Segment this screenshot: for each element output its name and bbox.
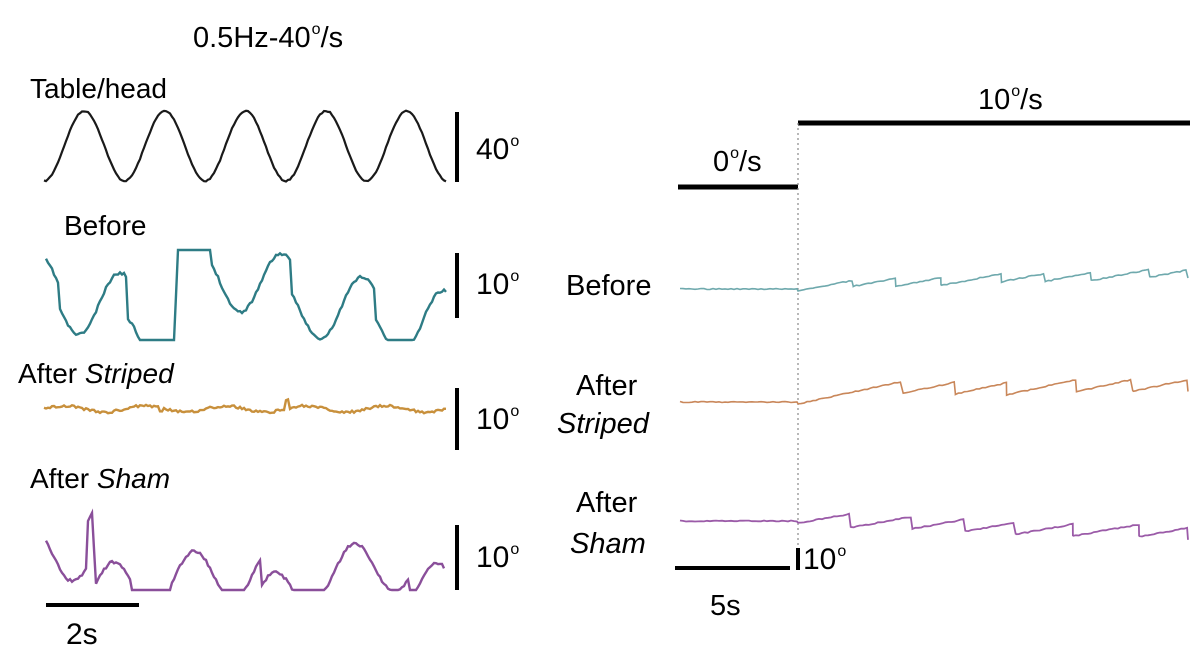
scale-label-text: 40o <box>476 133 520 166</box>
trace-after-striped-right <box>679 378 1189 405</box>
scale-label-table-head: 40o <box>476 133 520 166</box>
scale-label-text: 10o <box>476 268 520 301</box>
left-panel-title-text: 0.5Hz-40o/s <box>193 21 344 54</box>
trace-before-right <box>679 268 1189 292</box>
trace-after-striped-left <box>43 397 447 415</box>
scale-label-before-left: 10o <box>476 268 520 301</box>
left-panel-title: 0.5Hz-40o/s <box>193 21 344 54</box>
right-amplitude-scale-label: 10o <box>803 543 847 576</box>
left-time-scale-label: 2s <box>66 618 98 651</box>
scale-label-after-striped-left: 10o <box>476 403 520 436</box>
right-time-scale-label: 5s <box>710 590 741 622</box>
series-label-after-striped-left: After Striped <box>18 358 174 389</box>
trace-table-head <box>43 109 447 183</box>
scale-label-text: 10o <box>476 403 520 436</box>
stimulus-after-label: 10o/s <box>978 83 1043 116</box>
series-label-after-striped-right-line2: Striped <box>557 408 649 440</box>
trace-after-sham-right <box>679 512 1189 540</box>
stimulus-before-label: 0o/s <box>713 145 762 178</box>
series-label-after-sham-right-line1: After <box>576 487 638 519</box>
scale-label-text: 10o <box>476 541 520 574</box>
trace-before-left <box>44 248 447 342</box>
series-label-after-striped-right-line1: After <box>576 370 638 402</box>
series-label-before-left: Before <box>64 210 147 241</box>
scale-label-after-sham-left: 10o <box>476 541 520 574</box>
series-label-after-sham-right-line2: Sham <box>570 528 646 560</box>
series-label-table-head: Table/head <box>30 73 168 104</box>
trace-after-sham-left <box>44 508 446 592</box>
series-label-after-sham-left: After Sham <box>30 463 171 494</box>
series-label-before-right: Before <box>566 270 652 302</box>
